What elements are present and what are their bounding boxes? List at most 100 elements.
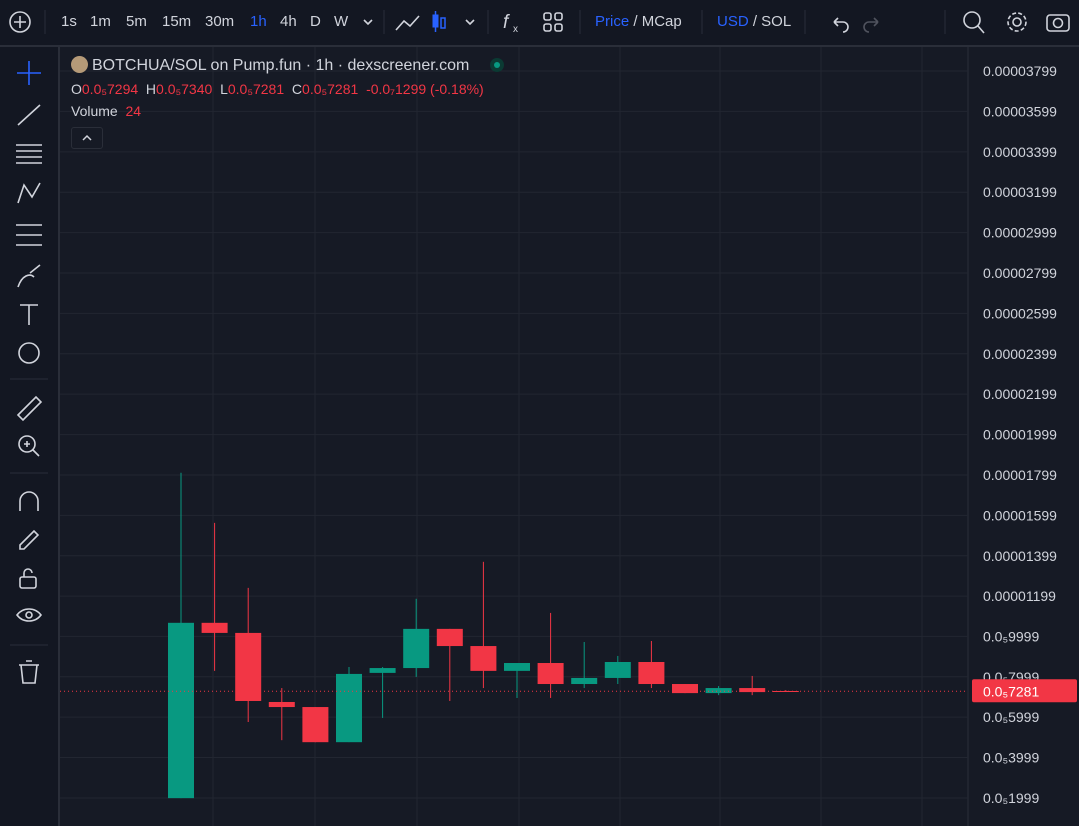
replay-icon[interactable] — [963, 11, 985, 34]
candle-body — [201, 622, 228, 633]
y-tick-label: 0.00003399 — [983, 144, 1057, 160]
price-option[interactable]: Price — [595, 13, 630, 30]
ohlc-row: O0.0₅7294 H0.0₅7340 L0.0₅7281 C0.0₅7281 … — [71, 81, 484, 97]
emoji-tool[interactable] — [18, 342, 40, 364]
candle-body — [302, 707, 329, 743]
interval[interactable]: D — [310, 13, 321, 30]
crosshair-tool[interactable] — [17, 61, 41, 85]
currency-toggle[interactable]: USD / SOL — [717, 13, 791, 30]
add-icon[interactable] — [9, 11, 31, 33]
drawing-toolbar — [0, 47, 60, 826]
ohlc-key: C — [291, 81, 303, 97]
interval[interactable]: 1m — [90, 13, 111, 30]
price-toggle[interactable]: Price / MCap — [595, 13, 682, 30]
y-tick-label: 0.00001399 — [983, 548, 1057, 564]
y-tick-label: 0.00001199 — [983, 588, 1056, 604]
snapshot-icon[interactable] — [1046, 14, 1070, 32]
y-tick-label: 0.0₅5999 — [983, 709, 1039, 725]
text-tool[interactable] — [20, 304, 38, 325]
ohlc-value: 0.0₅7281 — [302, 81, 359, 97]
lock-tool[interactable] — [19, 576, 37, 589]
brush-tool[interactable] — [17, 264, 41, 288]
interval[interactable]: 30m — [205, 13, 235, 30]
y-tick-label: 0.0₅9999 — [983, 628, 1039, 644]
ohlc-key: H — [145, 81, 157, 97]
y-tick-label: 0.00001799 — [983, 467, 1057, 483]
candle-body — [470, 646, 497, 671]
price-label: 0.0₅7281 — [983, 683, 1039, 699]
sol-option[interactable]: / SOL — [752, 13, 792, 30]
candle-body — [739, 688, 766, 693]
mcap-option[interactable]: / MCap — [633, 13, 682, 30]
prediction-tool[interactable] — [16, 224, 42, 246]
line-chart-icon[interactable] — [395, 15, 420, 31]
volume-row: Volume 24 — [71, 103, 141, 119]
y-tick-label: 0.00002999 — [983, 225, 1057, 241]
token-icon — [71, 56, 88, 73]
ohlc-key: O — [71, 81, 82, 97]
y-tick-label: 0.00002399 — [983, 346, 1057, 362]
interval[interactable]: 5m — [126, 13, 147, 30]
candle-body — [537, 663, 564, 685]
ohlc-key: L — [220, 81, 228, 97]
ohlc-change: -0.0₇1299 (-0.18%) — [366, 81, 484, 97]
magnet-tool[interactable] — [19, 491, 39, 511]
undo[interactable] — [833, 17, 849, 33]
indicators-icon[interactable]: f — [503, 12, 510, 33]
y-tick-label: 0.0₅3999 — [983, 750, 1039, 766]
ohlc-value: 0.0₅7294 — [81, 81, 139, 97]
y-tick-label: 0.00001599 — [983, 507, 1057, 523]
candle-body — [268, 701, 295, 708]
ruler-tool[interactable] — [16, 395, 43, 422]
legend-title: BOTCHUA/SOL on Pump.fun · 1h · dexscreen… — [92, 57, 470, 74]
volume-value: 24 — [125, 103, 142, 119]
svg-text:x: x — [513, 24, 518, 35]
candle-icon[interactable] — [432, 11, 446, 32]
interval[interactable]: 1s — [61, 13, 77, 30]
collapse-icon — [82, 134, 92, 141]
y-tick-label: 0.00003799 — [983, 63, 1057, 79]
candle-body — [168, 622, 194, 799]
y-tick-label: 0.00001999 — [983, 427, 1057, 443]
candle-body — [672, 684, 698, 694]
delete-tool[interactable] — [19, 660, 39, 684]
interval[interactable]: 4h — [280, 13, 297, 30]
candle-body — [336, 673, 362, 743]
tool-icons — [10, 61, 48, 684]
line-tool[interactable] — [17, 104, 41, 126]
zoom-tool[interactable] — [18, 435, 36, 453]
price-label-bg — [972, 679, 1077, 703]
settings-icon[interactable] — [1007, 12, 1027, 32]
chart-type-menu[interactable] — [465, 19, 475, 26]
candle-body — [403, 628, 430, 669]
pattern-tool[interactable] — [17, 182, 41, 204]
fib-tool[interactable] — [16, 144, 42, 164]
interval[interactable]: W — [334, 13, 349, 30]
redo[interactable] — [863, 17, 879, 33]
interval-menu[interactable] — [363, 19, 373, 26]
y-tick-label: 0.00002799 — [983, 265, 1057, 281]
live-indicator — [489, 58, 504, 72]
candle-body — [436, 628, 463, 647]
candle-body — [235, 632, 262, 701]
candle-body — [571, 677, 598, 685]
layout-icon[interactable] — [543, 12, 563, 32]
candle-body — [604, 662, 631, 678]
y-tick-label: 0.00002599 — [983, 305, 1057, 321]
y-tick-label: 0.0₅1999 — [983, 790, 1039, 806]
interval[interactable]: 1h — [250, 13, 267, 30]
y-tick-label: 0.00003599 — [983, 103, 1057, 119]
ohlc-value: 0.0₅7340 — [156, 81, 213, 97]
ohlc-value: 0.0₅7281 — [227, 81, 285, 97]
interval[interactable]: 15m — [162, 13, 192, 30]
candle-body — [705, 688, 732, 694]
lock-draw-tool[interactable] — [19, 529, 40, 550]
visibility-tool[interactable] — [15, 608, 43, 622]
collapse-legend[interactable] — [71, 127, 103, 149]
y-tick-label: 0.00002199 — [983, 386, 1057, 402]
usd-option[interactable]: USD — [717, 13, 749, 30]
